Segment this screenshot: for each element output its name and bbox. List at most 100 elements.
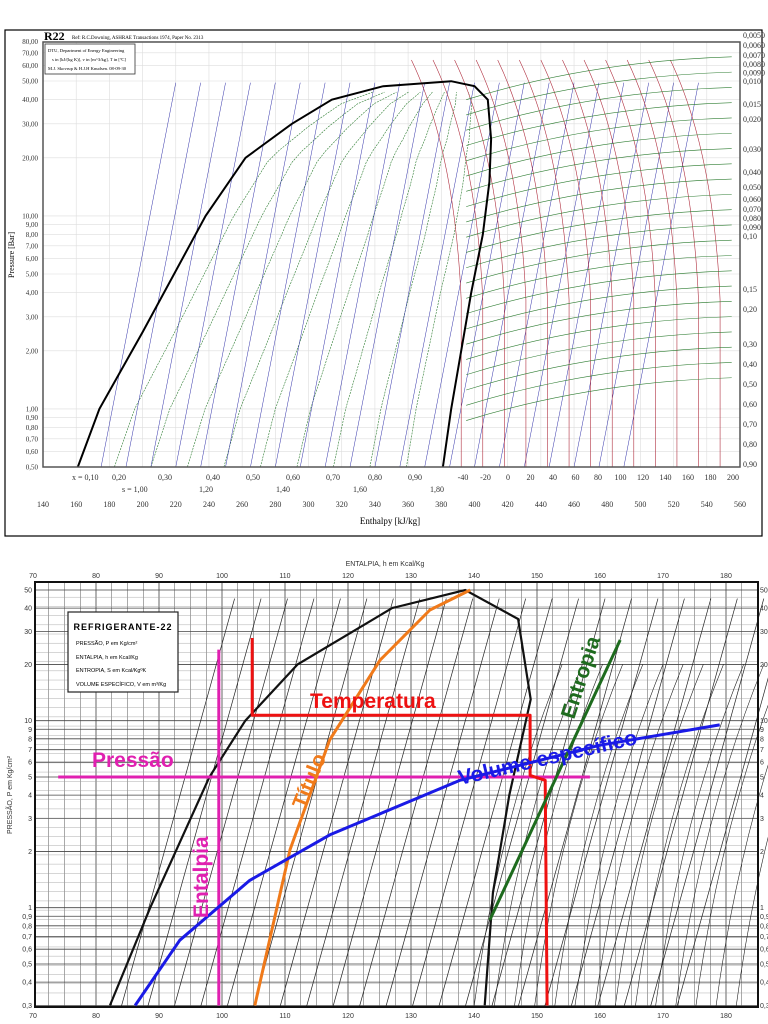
- legend-line: s in [kJ/(kg K)], v in [m^3/kg], T in [º…: [52, 57, 126, 63]
- y-tick-label: 50,00: [22, 78, 38, 86]
- property-lines: [100, 56, 732, 468]
- right-y-tick-label: 0,4: [760, 980, 768, 987]
- volume-label: 0,10: [743, 232, 757, 241]
- x-tick-label: 150: [531, 1013, 543, 1020]
- right-y-tick-label: 1: [760, 905, 764, 912]
- temperature-label: 100: [615, 473, 627, 482]
- isotherm-line: [648, 59, 699, 467]
- volume-line: [466, 194, 732, 238]
- volume-label: 0,0070: [743, 51, 765, 60]
- property-line: [306, 598, 421, 1008]
- temperature-label: 140: [660, 473, 672, 482]
- property-line: [438, 598, 553, 1008]
- top-x-tick-label: 90: [155, 573, 163, 580]
- top-x-tick-label: 150: [531, 573, 543, 580]
- volume-label: 0,040: [743, 168, 761, 177]
- property-line: [570, 598, 685, 1008]
- y-tick-label: 8,00: [26, 231, 39, 239]
- entropy-line: [548, 82, 625, 468]
- x-tick-label: 160: [594, 1013, 606, 1020]
- quality-label: x = 0,10: [72, 473, 99, 482]
- quality-line: [260, 91, 421, 468]
- quality-label: 0,50: [246, 473, 260, 482]
- entropy-line: [150, 82, 226, 468]
- y-tick-label: 3,00: [26, 313, 39, 321]
- temperature-label: 80: [594, 473, 602, 482]
- chart-frame: [4, 29, 763, 537]
- superheat-line: [473, 664, 563, 1008]
- superheat-line: [554, 664, 644, 1008]
- y-tick-label: 0,8: [22, 923, 32, 930]
- right-y-tick-label: 50: [760, 588, 768, 595]
- legend-title: REFRIGERANTE-22: [73, 622, 172, 632]
- volume-line: [466, 132, 732, 177]
- volume-line: [466, 224, 732, 269]
- entropy-label: s = 1,00: [122, 485, 148, 494]
- quality-label: 0,40: [206, 473, 220, 482]
- property-line: [491, 598, 606, 1008]
- entropy-label: 1,60: [353, 485, 367, 494]
- y-tick-label: 0,6: [22, 947, 32, 954]
- entropy-line: [399, 82, 475, 468]
- volume-label: 0,60: [743, 400, 757, 409]
- x-tick-label: 70: [29, 1013, 37, 1020]
- y-tick-label: 20,00: [22, 154, 38, 162]
- property-line: [544, 598, 659, 1008]
- property-line: [517, 598, 632, 1008]
- y-tick-label: 1,00: [26, 405, 39, 413]
- volume-label: 0,70: [743, 420, 757, 429]
- superheat-line: [574, 664, 664, 1008]
- annotation-label-entalpia: Entalpia: [190, 836, 213, 918]
- property-line: [623, 598, 738, 1008]
- top-x-tick-label: 80: [92, 573, 100, 580]
- y-tick-label: 10: [24, 718, 32, 725]
- isotherm-line: [562, 59, 613, 467]
- entropy-line: [499, 82, 575, 468]
- quality-label: 0,90: [408, 473, 422, 482]
- y-tick-label: 4: [28, 793, 32, 800]
- entropy-line: [299, 82, 376, 468]
- quality-line: [333, 91, 445, 468]
- legend-line: ENTALPIA, h em Kcal/Kg: [76, 655, 138, 661]
- x-tick-label: 100: [216, 1013, 228, 1020]
- plot-area: [42, 41, 741, 468]
- temperature-label: -20: [480, 473, 491, 482]
- top-x-tick-label: 170: [657, 573, 669, 580]
- right-y-tick-label: 20: [760, 662, 768, 669]
- y-tick-label: 7,00: [26, 242, 39, 250]
- entropy-line: [573, 82, 649, 468]
- x-tick-label: 90: [155, 1013, 163, 1020]
- top-x-tick-label: 120: [342, 573, 354, 580]
- temperature-label: 160: [682, 473, 694, 482]
- isotherm-line: [670, 59, 721, 467]
- y-tick-label: 0,3: [22, 1003, 32, 1010]
- x-tick-label: 240: [203, 500, 215, 509]
- chart-r22-kcal: ENTALPIA, h em Kcal/Kg PRESSÃO, P em Kg/…: [5, 561, 768, 1020]
- property-line: [676, 677, 768, 1008]
- right-y-tick-label: 0,3: [760, 1003, 768, 1010]
- y-tick-label: 70,00: [22, 49, 38, 57]
- property-line: [597, 598, 712, 1008]
- quality-line: [223, 91, 409, 468]
- legend-box: [67, 611, 179, 693]
- volume-line: [466, 117, 732, 162]
- entropy-line: [524, 82, 600, 468]
- top-x-tick-label: 100: [216, 573, 228, 580]
- volume-line: [466, 255, 732, 299]
- plot-area: [34, 581, 759, 1008]
- volume-label: 0,0090: [743, 69, 765, 78]
- temperature-label: 120: [637, 473, 649, 482]
- right-y-tick-label: 0,5: [760, 962, 768, 969]
- x-tick-label: 440: [535, 500, 547, 509]
- volume-line: [466, 331, 732, 376]
- right-y-tick-label: 6: [760, 760, 764, 767]
- x-tick-label: 420: [502, 500, 514, 509]
- superheat-line: [493, 664, 583, 1008]
- y-tick-label: 6: [28, 760, 32, 767]
- temperature-label: -40: [458, 473, 469, 482]
- x-tick-label: 480: [601, 500, 613, 509]
- property-line: [464, 598, 579, 1008]
- top-x-tick-label: 130: [405, 573, 417, 580]
- x-tick-label: 560: [734, 500, 746, 509]
